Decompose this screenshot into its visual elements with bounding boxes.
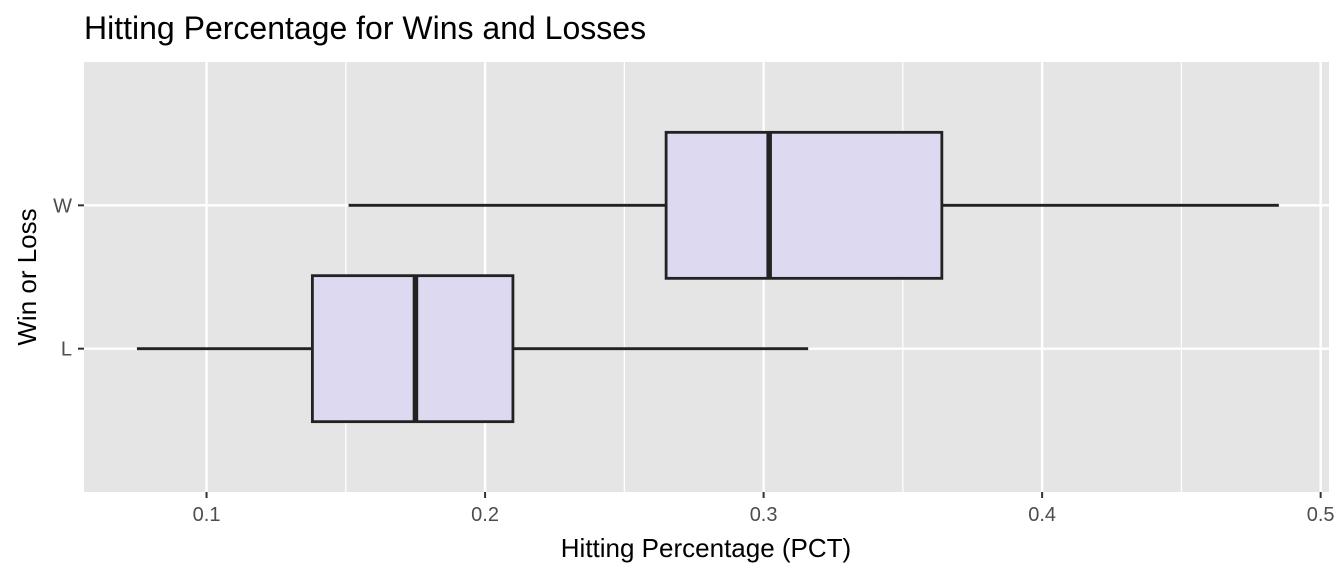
x-tick-label: 0.4 xyxy=(1028,504,1056,526)
box-w xyxy=(348,130,1279,280)
x-axis: 0.1 0.2 0.3 0.4 0.5 xyxy=(193,492,1335,526)
y-axis-title: Win or Loss xyxy=(12,208,42,345)
y-tick-label: W xyxy=(53,195,72,217)
iqr-box xyxy=(310,274,515,424)
y-axis: LW xyxy=(53,195,84,361)
chart-title: Hitting Percentage for Wins and Losses xyxy=(84,10,646,46)
x-tick-label: 0.5 xyxy=(1307,504,1335,526)
x-tick-label: 0.2 xyxy=(471,504,499,526)
boxplot-series xyxy=(136,130,1279,424)
x-axis-title: Hitting Percentage (PCT) xyxy=(561,533,851,563)
box-l xyxy=(136,274,809,424)
iqr-box xyxy=(664,130,944,280)
y-tick-label: L xyxy=(61,339,72,361)
x-tick-label: 0.3 xyxy=(750,504,778,526)
x-tick-label: 0.1 xyxy=(193,504,221,526)
